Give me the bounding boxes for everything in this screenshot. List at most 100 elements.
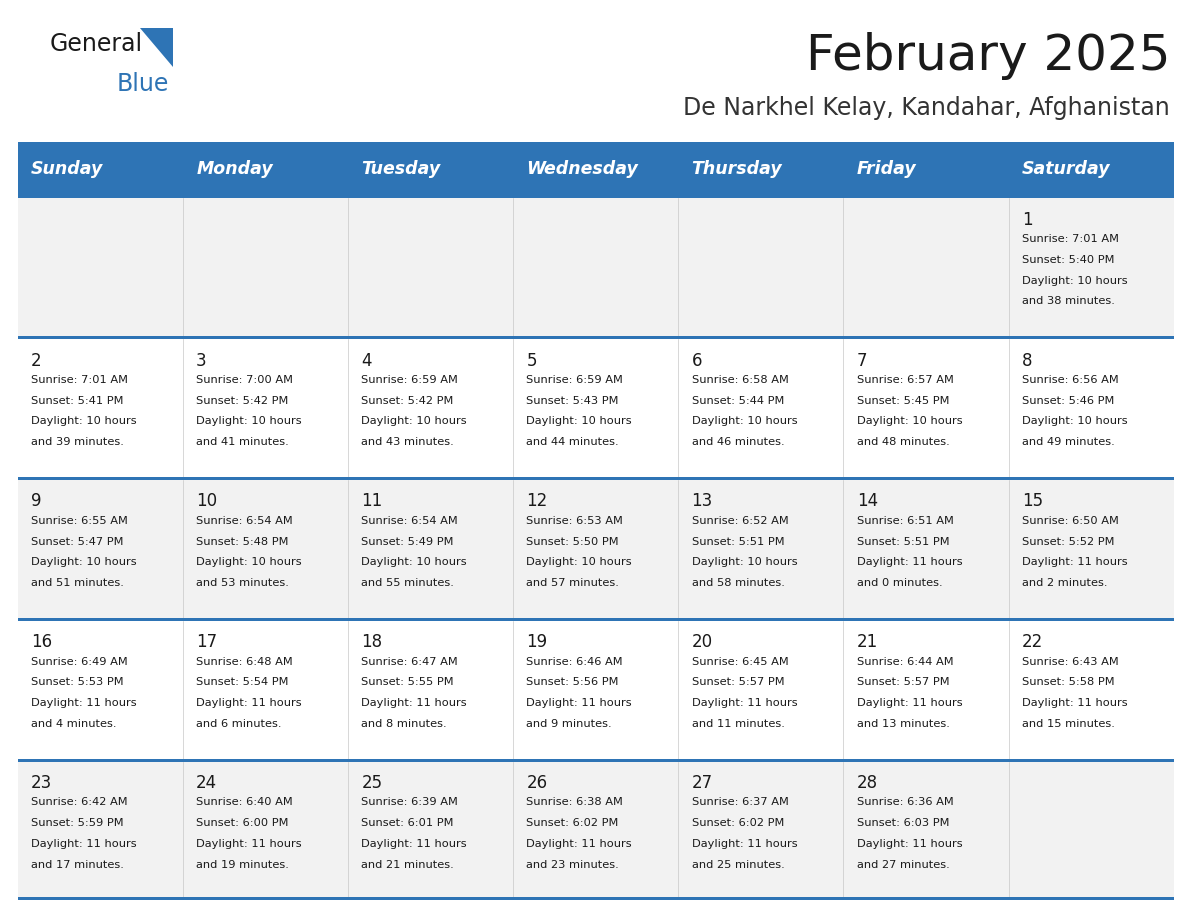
Text: 7: 7 [857,352,867,370]
Text: Daylight: 11 hours: Daylight: 11 hours [691,698,797,708]
Text: Sunset: 5:45 PM: Sunset: 5:45 PM [857,396,949,406]
Text: Daylight: 11 hours: Daylight: 11 hours [691,839,797,849]
Text: Sunset: 6:03 PM: Sunset: 6:03 PM [857,818,949,828]
Text: 11: 11 [361,492,383,510]
Text: Sunset: 5:42 PM: Sunset: 5:42 PM [196,396,289,406]
Text: 9: 9 [31,492,42,510]
Text: Sunset: 5:51 PM: Sunset: 5:51 PM [857,536,949,546]
Text: 16: 16 [31,633,52,651]
Text: Daylight: 11 hours: Daylight: 11 hours [1022,557,1127,567]
Text: Sunrise: 6:55 AM: Sunrise: 6:55 AM [31,516,128,526]
Text: Daylight: 10 hours: Daylight: 10 hours [361,417,467,427]
Text: Sunrise: 6:57 AM: Sunrise: 6:57 AM [857,375,954,385]
Text: Sunset: 5:57 PM: Sunset: 5:57 PM [691,677,784,688]
Text: Sunset: 5:56 PM: Sunset: 5:56 PM [526,677,619,688]
Text: Thursday: Thursday [691,160,783,178]
Text: 25: 25 [361,774,383,792]
Text: Sunset: 5:47 PM: Sunset: 5:47 PM [31,536,124,546]
Text: and 49 minutes.: and 49 minutes. [1022,437,1114,447]
Text: Sunrise: 7:01 AM: Sunrise: 7:01 AM [31,375,128,385]
Text: Sunrise: 6:40 AM: Sunrise: 6:40 AM [196,798,293,808]
Text: Blue: Blue [116,72,169,95]
Text: and 13 minutes.: and 13 minutes. [857,719,949,729]
Text: and 25 minutes.: and 25 minutes. [691,859,784,869]
Text: and 23 minutes.: and 23 minutes. [526,859,619,869]
Text: Sunset: 5:59 PM: Sunset: 5:59 PM [31,818,124,828]
Text: Daylight: 10 hours: Daylight: 10 hours [526,557,632,567]
Text: Daylight: 11 hours: Daylight: 11 hours [196,839,302,849]
Text: Sunrise: 6:50 AM: Sunrise: 6:50 AM [1022,516,1119,526]
Text: Sunset: 6:02 PM: Sunset: 6:02 PM [526,818,619,828]
Text: 14: 14 [857,492,878,510]
Text: Sunset: 6:02 PM: Sunset: 6:02 PM [691,818,784,828]
Text: Sunrise: 6:48 AM: Sunrise: 6:48 AM [196,656,293,666]
Text: and 51 minutes.: and 51 minutes. [31,578,124,588]
Text: Sunset: 5:41 PM: Sunset: 5:41 PM [31,396,124,406]
Text: Sunset: 5:53 PM: Sunset: 5:53 PM [31,677,124,688]
Text: Daylight: 10 hours: Daylight: 10 hours [361,557,467,567]
Text: and 15 minutes.: and 15 minutes. [1022,719,1114,729]
Text: General: General [50,32,143,56]
Text: Sunset: 5:40 PM: Sunset: 5:40 PM [1022,255,1114,265]
Text: Sunrise: 6:45 AM: Sunrise: 6:45 AM [691,656,789,666]
Text: and 53 minutes.: and 53 minutes. [196,578,289,588]
Text: Daylight: 11 hours: Daylight: 11 hours [1022,698,1127,708]
Text: and 9 minutes.: and 9 minutes. [526,719,612,729]
Text: Daylight: 11 hours: Daylight: 11 hours [857,698,962,708]
Text: and 0 minutes.: and 0 minutes. [857,578,942,588]
Text: and 19 minutes.: and 19 minutes. [196,859,289,869]
Text: and 57 minutes.: and 57 minutes. [526,578,619,588]
Text: 6: 6 [691,352,702,370]
Text: Wednesday: Wednesday [526,160,638,178]
Text: Monday: Monday [196,160,273,178]
Text: and 4 minutes.: and 4 minutes. [31,719,116,729]
Text: Daylight: 10 hours: Daylight: 10 hours [31,417,137,427]
Text: Sunset: 5:50 PM: Sunset: 5:50 PM [526,536,619,546]
Text: Daylight: 10 hours: Daylight: 10 hours [526,417,632,427]
Text: Sunset: 5:54 PM: Sunset: 5:54 PM [196,677,289,688]
Text: 4: 4 [361,352,372,370]
Text: Sunrise: 6:37 AM: Sunrise: 6:37 AM [691,798,789,808]
Text: Sunset: 5:44 PM: Sunset: 5:44 PM [691,396,784,406]
Text: 13: 13 [691,492,713,510]
Text: 10: 10 [196,492,217,510]
Text: Daylight: 11 hours: Daylight: 11 hours [361,839,467,849]
Text: Sunset: 5:51 PM: Sunset: 5:51 PM [691,536,784,546]
Text: Sunset: 5:46 PM: Sunset: 5:46 PM [1022,396,1114,406]
Text: and 8 minutes.: and 8 minutes. [361,719,447,729]
Text: and 41 minutes.: and 41 minutes. [196,437,289,447]
Text: Sunrise: 6:49 AM: Sunrise: 6:49 AM [31,656,128,666]
Text: Sunset: 5:49 PM: Sunset: 5:49 PM [361,536,454,546]
Text: 23: 23 [31,774,52,792]
Text: 26: 26 [526,774,548,792]
Text: Daylight: 11 hours: Daylight: 11 hours [857,839,962,849]
Text: 15: 15 [1022,492,1043,510]
Text: 5: 5 [526,352,537,370]
Text: Friday: Friday [857,160,916,178]
Text: Daylight: 10 hours: Daylight: 10 hours [1022,417,1127,427]
Text: Sunrise: 6:36 AM: Sunrise: 6:36 AM [857,798,954,808]
Text: Sunrise: 6:59 AM: Sunrise: 6:59 AM [526,375,624,385]
Text: Daylight: 11 hours: Daylight: 11 hours [526,839,632,849]
Text: Sunrise: 6:47 AM: Sunrise: 6:47 AM [361,656,459,666]
Text: 18: 18 [361,633,383,651]
Text: Sunrise: 6:56 AM: Sunrise: 6:56 AM [1022,375,1119,385]
Text: Sunrise: 6:54 AM: Sunrise: 6:54 AM [196,516,293,526]
Text: Daylight: 11 hours: Daylight: 11 hours [31,839,137,849]
Text: 22: 22 [1022,633,1043,651]
Text: February 2025: February 2025 [805,32,1170,80]
Text: and 55 minutes.: and 55 minutes. [361,578,454,588]
Text: Saturday: Saturday [1022,160,1111,178]
Text: and 2 minutes.: and 2 minutes. [1022,578,1107,588]
Text: Daylight: 11 hours: Daylight: 11 hours [31,698,137,708]
Text: Sunrise: 6:39 AM: Sunrise: 6:39 AM [361,798,459,808]
Text: Daylight: 10 hours: Daylight: 10 hours [1022,275,1127,285]
Text: 3: 3 [196,352,207,370]
Text: Sunset: 6:00 PM: Sunset: 6:00 PM [196,818,289,828]
Text: Tuesday: Tuesday [361,160,441,178]
Text: and 11 minutes.: and 11 minutes. [691,719,784,729]
Text: Sunrise: 6:44 AM: Sunrise: 6:44 AM [857,656,953,666]
Text: Sunrise: 6:43 AM: Sunrise: 6:43 AM [1022,656,1119,666]
Text: and 39 minutes.: and 39 minutes. [31,437,124,447]
Text: De Narkhel Kelay, Kandahar, Afghanistan: De Narkhel Kelay, Kandahar, Afghanistan [683,96,1170,120]
